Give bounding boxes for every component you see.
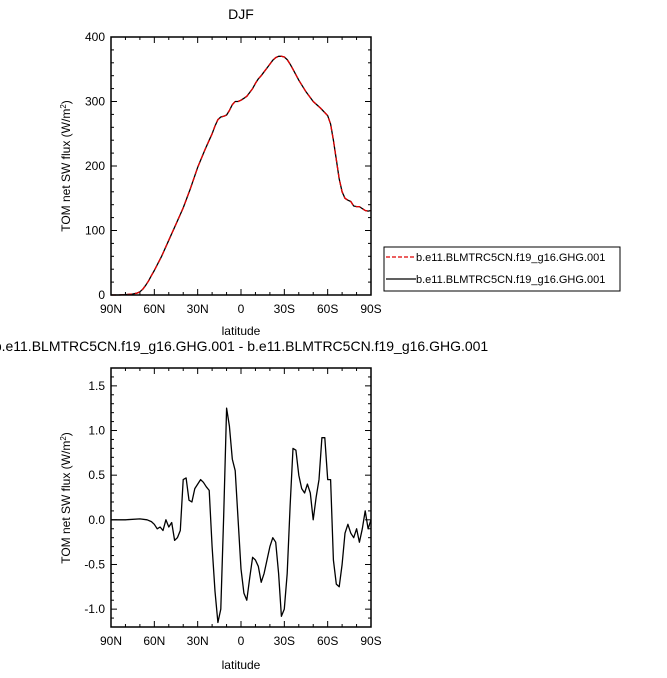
bottom-y-tick-label-1: -0.5 [84, 557, 105, 571]
bottom-x-tick-label-5: 60S [317, 634, 338, 648]
bottom-series-line-1 [111, 407, 372, 624]
top-panel: DJF 90N 60N 30N 0 30S 60S 90S 0 100 200 300 400 lat… [59, 6, 382, 338]
legend-label-series-1: b.e11.BLMTRC5CN.f19_g16.GHG.001 [416, 252, 605, 264]
bottom-x-axis-label: latitude [222, 658, 261, 672]
bottom-y-tick-label-2: 0.0 [88, 513, 105, 527]
top-x-tick-label-0: 90N [100, 302, 122, 316]
top-y-axis-label-sup: 2 [59, 104, 68, 109]
top-x-axis-label: latitude [222, 324, 261, 338]
bottom-plot-frame [110, 367, 372, 628]
bottom-y-tick-label-0: -1.0 [84, 602, 105, 616]
top-y-axis-label: TOM net SW flux (W/m2) [59, 100, 73, 232]
top-y-tick-label-4: 400 [85, 30, 105, 44]
top-y-axis-label-end: ) [59, 100, 73, 104]
top-x-tick-label-6: 90S [360, 302, 381, 316]
top-x-tick-label-5: 60S [317, 302, 338, 316]
bottom-panel: b.e11.BLMTRC5CN.f19_g16.GHG.001 - b.e11.… [0, 338, 488, 672]
top-y-tick-label-0: 0 [98, 288, 105, 302]
bottom-y-axis-label-sup: 2 [59, 436, 68, 441]
bottom-y-axis-label-main: TOM net SW flux (W/m [59, 441, 73, 564]
legend: b.e11.BLMTRC5CN.f19_g16.GHG.001 b.e11.BL… [383, 246, 621, 292]
top-chart-title: DJF [228, 6, 254, 22]
bottom-y-axis-label: TOM net SW flux (W/m2) [59, 432, 73, 564]
top-y-tick-label-3: 300 [85, 95, 105, 109]
bottom-y-axis-label-end: ) [59, 432, 73, 436]
top-x-tick-label-4: 30S [274, 302, 295, 316]
top-x-tick-label-1: 60N [143, 302, 165, 316]
top-plot-area: 90N 60N 30N 0 30S 60S 90S 0 100 200 300 400 [85, 30, 382, 316]
top-series-line-1 [111, 55, 372, 296]
top-x-tick-label-2: 30N [187, 302, 209, 316]
bottom-x-tick-label-2: 30N [187, 634, 209, 648]
legend-box [383, 246, 621, 292]
bottom-x-tick-label-0: 90N [100, 634, 122, 648]
bottom-x-tick-label-6: 90S [360, 634, 381, 648]
top-x-tick-label-3: 0 [238, 302, 245, 316]
bottom-x-tick-label-1: 60N [143, 634, 165, 648]
bottom-y-tick-label-3: 0.5 [88, 468, 105, 482]
top-plot-frame [110, 36, 372, 296]
bottom-y-tick-label-4: 1.0 [88, 424, 105, 438]
bottom-y-tick-label-5: 1.5 [88, 379, 105, 393]
top-series-line-2 [111, 55, 372, 296]
bottom-x-tick-label-3: 0 [238, 634, 245, 648]
bottom-x-tick-label-4: 30S [274, 634, 295, 648]
bottom-plot-area: 90N 60N 30N 0 30S 60S 90S -1.0 -0.5 0.0 0.5 1.0 1.5 [84, 367, 382, 648]
legend-label-series-2: b.e11.BLMTRC5CN.f19_g16.GHG.001 [416, 274, 605, 286]
top-y-tick-label-1: 100 [85, 224, 105, 238]
top-y-tick-label-2: 200 [85, 159, 105, 173]
bottom-chart-title: b.e11.BLMTRC5CN.f19_g16.GHG.001 - b.e11.… [0, 338, 488, 354]
top-y-axis-label-main: TOM net SW flux (W/m [59, 109, 73, 232]
